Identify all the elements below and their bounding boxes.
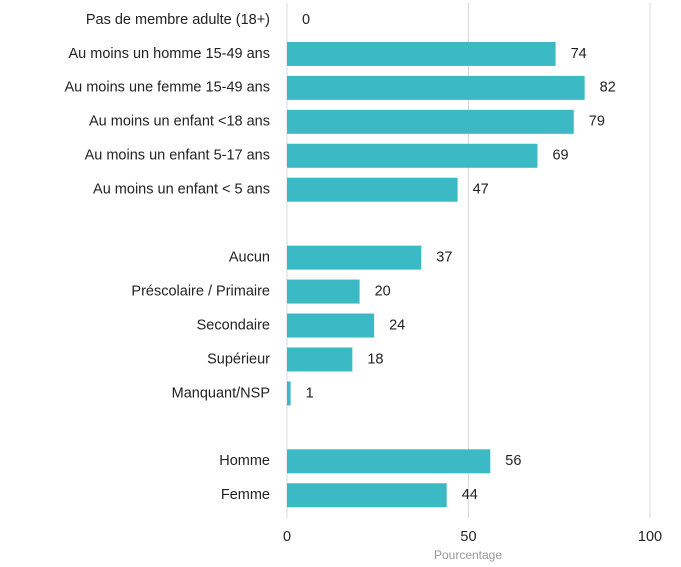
y-tick-label: Aucun: [229, 249, 270, 265]
data-label: 1: [306, 385, 314, 401]
bar: [287, 143, 538, 168]
data-label: 56: [505, 453, 521, 469]
x-axis-title: Pourcentage: [434, 548, 502, 562]
data-label: 47: [473, 182, 489, 198]
y-tick-label: Secondaire: [197, 317, 270, 333]
x-tick-label: 50: [460, 529, 476, 545]
data-label: 24: [389, 317, 405, 333]
data-label: 37: [436, 249, 452, 265]
y-tick-label: Au moins un homme 15-49 ans: [69, 46, 271, 62]
data-label: 82: [600, 80, 616, 96]
data-label: 79: [589, 114, 605, 130]
y-tick-label: Homme: [219, 453, 270, 469]
bar: [287, 313, 375, 338]
y-tick-label: Au moins une femme 15-49 ans: [64, 80, 270, 96]
y-tick-label: Au moins un enfant < 5 ans: [93, 182, 270, 198]
data-label: 0: [302, 12, 310, 28]
bar: [287, 347, 353, 372]
y-tick-label: Préscolaire / Primaire: [131, 283, 270, 299]
data-label: 69: [552, 148, 568, 164]
bar: [287, 177, 458, 202]
y-tick-label: Pas de membre adulte (18+): [86, 12, 270, 28]
data-label: 18: [367, 351, 383, 367]
bar: [287, 381, 291, 406]
bar: [287, 449, 491, 474]
y-tick-label: Au moins un enfant <18 ans: [89, 114, 270, 130]
data-label: 44: [462, 487, 478, 503]
bar: [287, 75, 585, 100]
data-label: 20: [375, 283, 391, 299]
bar: [287, 245, 422, 270]
x-tick-label: 0: [283, 529, 291, 545]
y-tick-label: Femme: [221, 487, 270, 503]
bar: [287, 279, 360, 304]
y-tick-label: Manquant/NSP: [172, 385, 270, 401]
data-label: 74: [571, 46, 587, 62]
y-tick-label: Au moins un enfant 5-17 ans: [85, 148, 270, 164]
bar: [287, 483, 447, 508]
y-tick-label: Supérieur: [207, 351, 270, 367]
bar: [287, 41, 556, 66]
bar: [287, 109, 574, 134]
x-tick-label: 100: [638, 529, 662, 545]
